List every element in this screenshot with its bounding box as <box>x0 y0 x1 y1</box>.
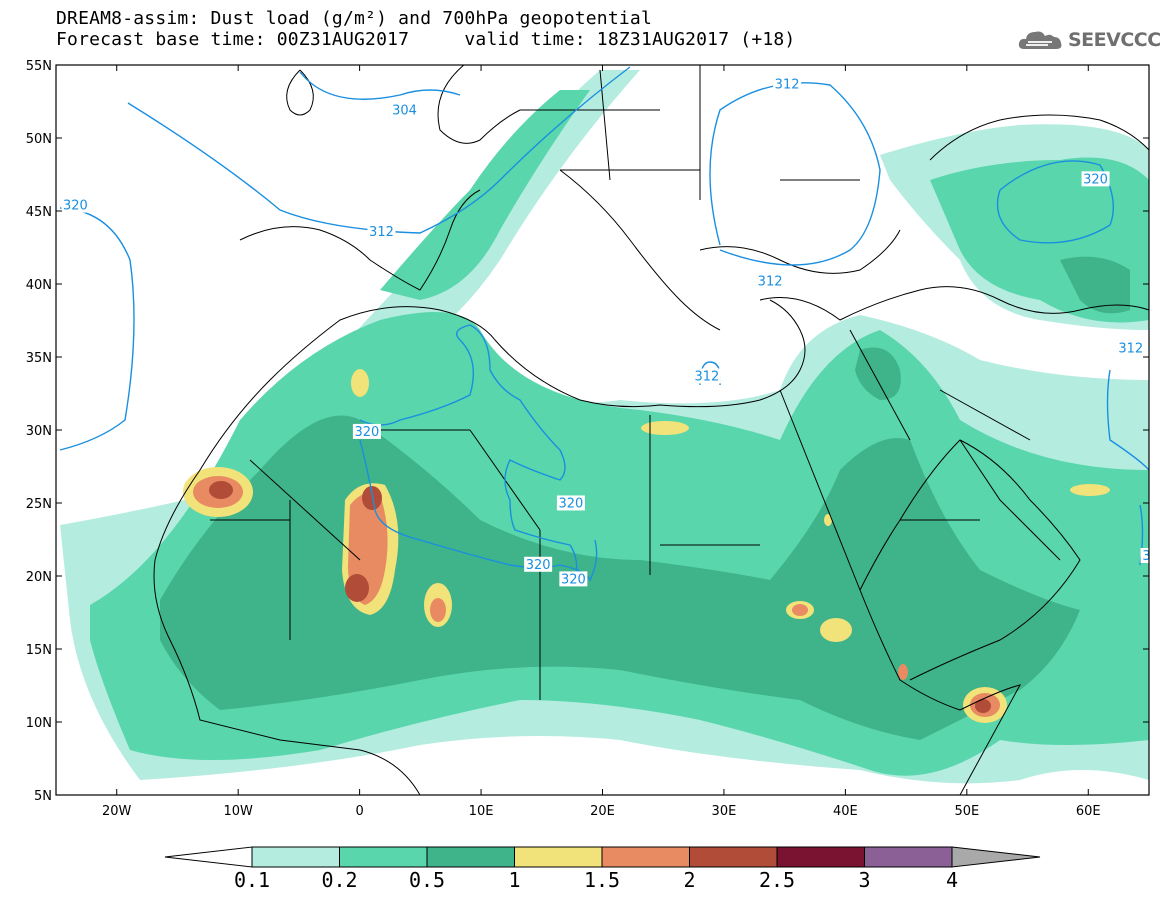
legend-swatch <box>339 846 428 868</box>
contour-label: 312 <box>775 77 800 92</box>
contour-label: 304 <box>392 104 417 119</box>
contour-label: 3 <box>1142 549 1150 564</box>
contour-labels: 304 312 320 320 312 312 312 312 320 320 320 320 3 <box>61 76 1153 587</box>
x-tick-label: 50E <box>954 804 979 819</box>
x-tick-label: 10W <box>223 804 253 819</box>
map-title-line-1: DREAM8-assim: Dust load (g/m²) and 700hP… <box>56 8 652 29</box>
y-tick-label: 10N <box>26 716 52 731</box>
x-tick-label: 0 <box>355 804 363 819</box>
legend-label: 2 <box>683 868 695 892</box>
contour-label: 312 <box>758 275 783 290</box>
legend-label: 2.5 <box>759 868 795 892</box>
legend-colorbar: 0.1 0.2 0.5 1 1.5 2 2.5 3 4 <box>164 846 1041 892</box>
legend-label: 0.1 <box>234 868 270 892</box>
dust-shading <box>60 70 1149 784</box>
contour-label-bg <box>524 556 553 572</box>
contour-label: 312 <box>369 225 394 240</box>
contour-label-bg <box>61 197 90 213</box>
legend-swatch <box>776 846 865 868</box>
x-tick-label: 40E <box>833 804 858 819</box>
contour-label: 312 <box>695 369 720 384</box>
y-tick-label: 20N <box>26 570 52 585</box>
legend-swatch <box>689 846 778 868</box>
y-tick-label: 35N <box>26 351 52 366</box>
x-tick-label: 30E <box>712 804 737 819</box>
legend-swatch <box>864 846 953 868</box>
cloud-logo-icon <box>1018 31 1062 49</box>
contour-label-bg <box>1081 171 1110 187</box>
legend-swatch <box>251 846 340 868</box>
legend-label: 0.2 <box>321 868 357 892</box>
contour-label-bg <box>773 76 802 92</box>
contour-label-bg <box>556 495 585 511</box>
map-title-line-2: Forecast base time: 00Z31AUG2017 valid t… <box>56 29 796 50</box>
legend-label: 1.5 <box>584 868 620 892</box>
legend-arrow-low <box>164 846 253 868</box>
legend-swatch <box>514 846 603 868</box>
legend-label: 1 <box>508 868 520 892</box>
contour-label-bg <box>559 571 588 587</box>
dust-hotspots <box>183 369 1110 723</box>
contour-label-bg <box>390 102 419 118</box>
contour-label: 320 <box>526 558 551 573</box>
legend-label: 4 <box>946 868 958 892</box>
contour-label: 320 <box>561 572 586 587</box>
longitude-axis: 20W 10W 0 10E 20E 30E 40E 50E 60E <box>102 65 1101 819</box>
legend-label: 3 <box>858 868 870 892</box>
x-tick-label: 10E <box>469 804 494 819</box>
coastlines <box>153 65 1149 795</box>
contour-label: 320 <box>1083 172 1108 187</box>
legend-arrow-high <box>951 846 1041 868</box>
contour-label: 312 <box>1118 342 1143 357</box>
y-tick-label: 30N <box>26 424 52 439</box>
contour-label-bg <box>367 223 396 239</box>
contour-label-bg <box>756 273 785 289</box>
y-tick-label: 15N <box>26 643 52 658</box>
x-tick-label: 20W <box>102 804 132 819</box>
x-tick-label: 20E <box>590 804 615 819</box>
logo-text: SEEVCCC <box>1068 29 1161 51</box>
legend-label: 0.5 <box>409 868 445 892</box>
legend-swatch <box>601 846 690 868</box>
contour-label-bg <box>352 423 381 439</box>
y-tick-label: 55N <box>26 59 52 74</box>
y-tick-label: 25N <box>26 497 52 512</box>
y-tick-label: 40N <box>26 278 52 293</box>
contour-label: 320 <box>354 425 379 440</box>
y-tick-label: 45N <box>26 205 52 220</box>
legend-swatch <box>426 846 515 868</box>
seevccc-logo: SEEVCCC <box>1018 26 1161 54</box>
contour-label: 320 <box>63 199 88 214</box>
contour-label-bg <box>1116 340 1145 356</box>
y-tick-label: 50N <box>26 132 52 147</box>
contour-label: 320 <box>559 496 584 511</box>
contour-label-bg <box>692 368 721 384</box>
x-tick-label: 60E <box>1076 804 1101 819</box>
latitude-axis: 55N 50N 45N 40N 35N 30N 25N 20N 15N 10N 5N <box>26 59 1149 804</box>
y-tick-label: 5N <box>34 789 52 804</box>
